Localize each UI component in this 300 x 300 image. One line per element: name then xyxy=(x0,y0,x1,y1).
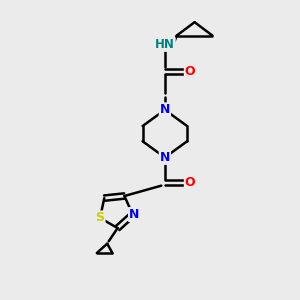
Text: O: O xyxy=(185,65,195,78)
Text: S: S xyxy=(96,212,105,224)
Text: O: O xyxy=(185,176,195,189)
Text: N: N xyxy=(160,151,170,164)
Text: HN: HN xyxy=(155,38,175,51)
Text: N: N xyxy=(160,103,170,116)
Text: N: N xyxy=(129,208,140,221)
